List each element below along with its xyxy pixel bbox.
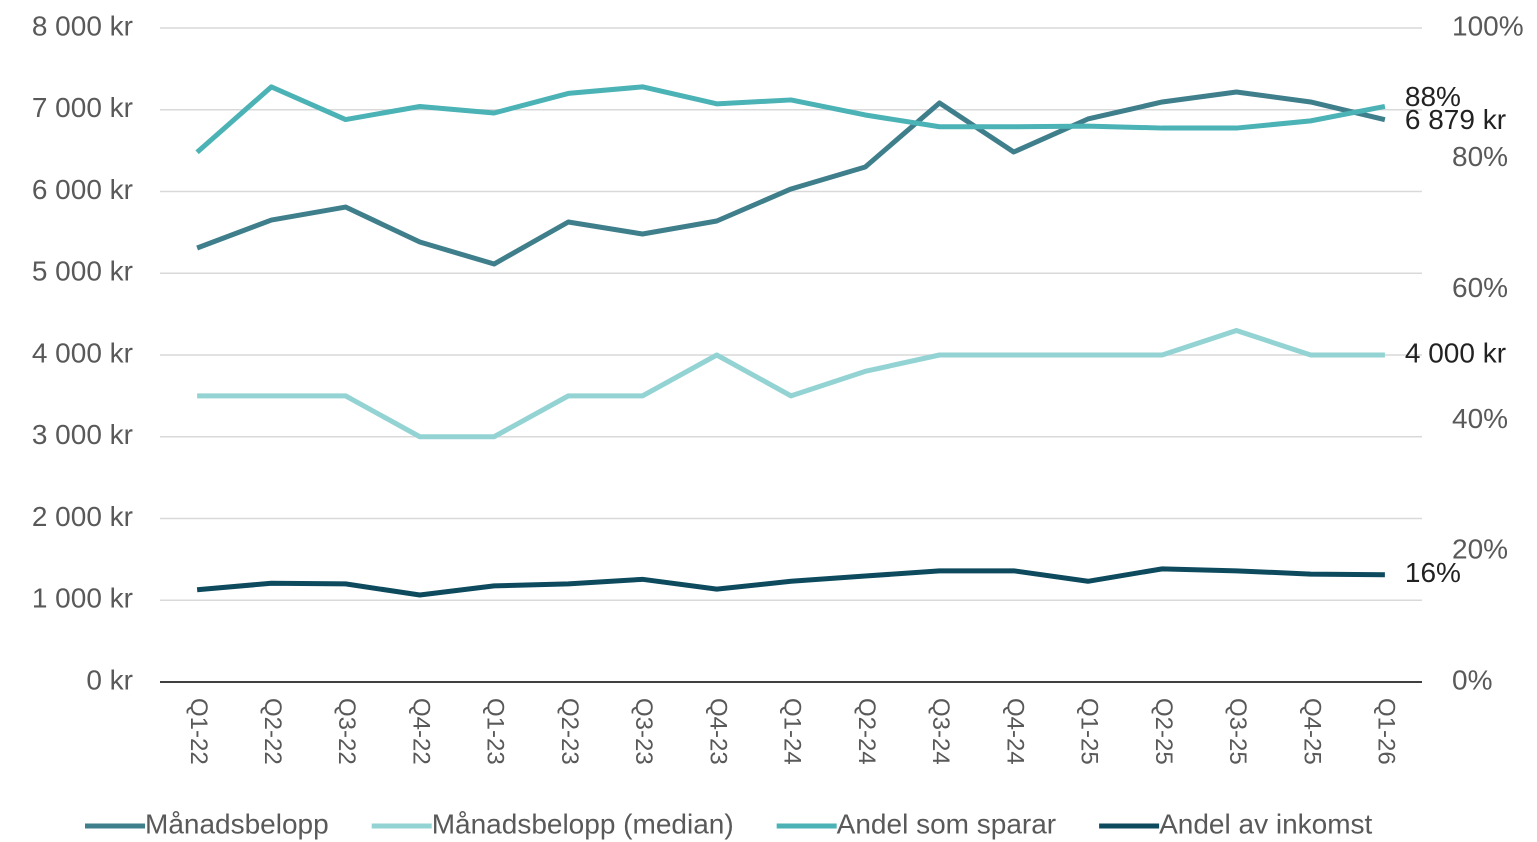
x-tick-label: Q1-25 [1076, 698, 1103, 765]
x-tick-label: Q1-26 [1373, 698, 1400, 765]
series-line [197, 327, 1385, 440]
y2-tick-label: 20% [1452, 534, 1508, 565]
y2-tick-label: 100% [1452, 10, 1524, 41]
series-line [196, 89, 1386, 267]
legend-label: Månadsbelopp (median) [432, 808, 734, 839]
y2-tick-label: 80% [1452, 141, 1508, 172]
x-tick-label: Q4-24 [1001, 698, 1028, 765]
x-tick-label: Q4-25 [1298, 698, 1325, 765]
data-label: 6 879 kr [1405, 104, 1506, 135]
x-tick-label: Q4-23 [704, 698, 731, 765]
legend-label: Andel av inkomst [1159, 808, 1372, 839]
y-tick-label: 8 000 kr [32, 10, 133, 41]
y-tick-label: 0 kr [86, 664, 133, 695]
x-tick-label: Q3-25 [1224, 698, 1251, 765]
y-tick-label: 5 000 kr [32, 256, 133, 287]
x-tick-label: Q4-22 [407, 698, 434, 765]
series-line [195, 84, 1386, 155]
x-tick-label: Q1-23 [482, 698, 509, 765]
y-tick-label: 3 000 kr [32, 419, 133, 450]
x-tick-label: Q2-24 [853, 698, 880, 765]
x-tick-label: Q1-24 [779, 698, 806, 765]
legend-label: Andel som sparar [837, 808, 1056, 839]
x-tick-label: Q1-22 [185, 698, 212, 765]
x-tick-label: Q3-23 [630, 698, 657, 765]
legend-label: Månadsbelopp [145, 808, 329, 839]
data-label: 4 000 kr [1405, 337, 1506, 368]
data-label: 16% [1405, 557, 1461, 588]
y2-tick-label: 40% [1452, 403, 1508, 434]
y2-tick-label: 60% [1452, 272, 1508, 303]
series-line [196, 566, 1385, 598]
x-tick-label: Q2-22 [259, 698, 286, 765]
y-tick-label: 6 000 kr [32, 174, 133, 205]
y-tick-label: 7 000 kr [32, 92, 133, 123]
x-tick-label: Q2-25 [1150, 698, 1177, 765]
x-tick-label: Q3-24 [927, 698, 954, 765]
y-tick-label: 4 000 kr [32, 337, 133, 368]
y-tick-label: 1 000 kr [32, 583, 133, 614]
x-tick-label: Q2-23 [556, 698, 583, 765]
y2-tick-label: 0% [1452, 664, 1492, 695]
data-label: 88% [1405, 81, 1461, 112]
x-tick-label: Q3-22 [333, 698, 360, 765]
y-tick-label: 2 000 kr [32, 501, 133, 532]
